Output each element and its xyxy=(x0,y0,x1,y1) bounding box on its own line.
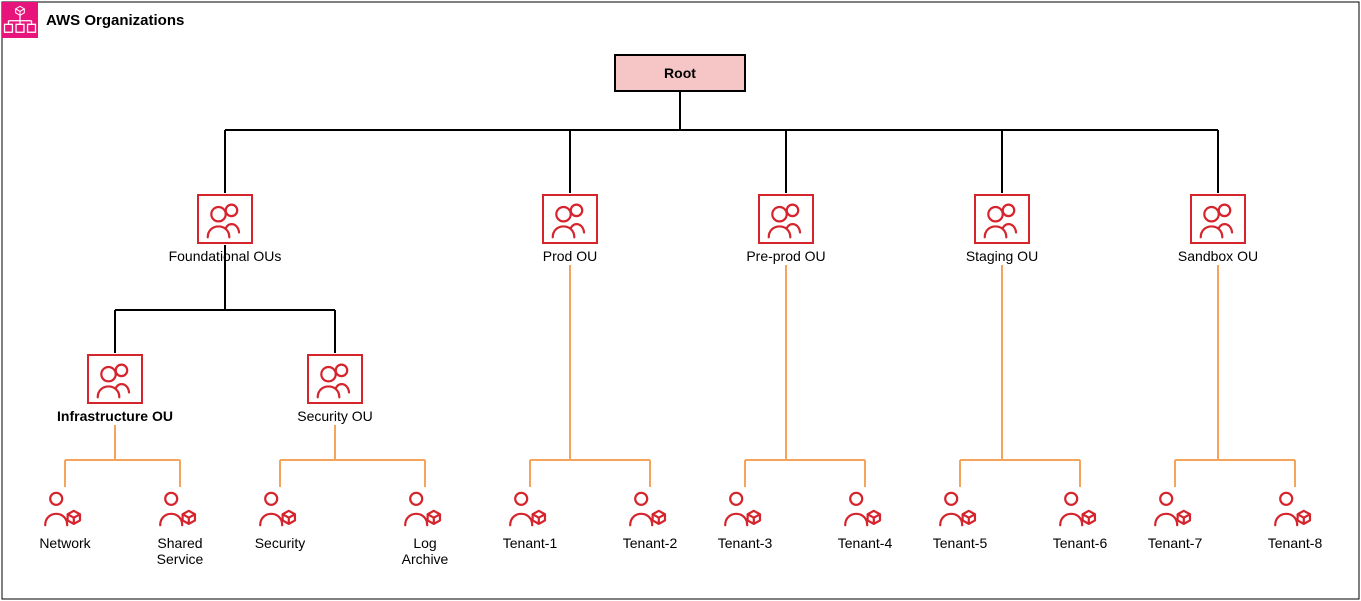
page-title: AWS Organizations xyxy=(46,12,184,29)
account-tenant2-label: Tenant-2 xyxy=(623,535,678,551)
ou-foundational xyxy=(196,193,254,245)
account-logarchive xyxy=(400,487,450,533)
account-network-label: Network xyxy=(39,535,91,551)
ou-infra xyxy=(86,353,144,405)
account-tenant1 xyxy=(505,487,555,533)
ou-preprod xyxy=(757,193,815,245)
account-tenant6-label: Tenant-6 xyxy=(1053,535,1108,551)
ou-sandbox xyxy=(1189,193,1247,245)
root-label: Root xyxy=(664,65,696,81)
ou-staging-label: Staging OU xyxy=(966,248,1038,264)
ou-staging xyxy=(973,193,1031,245)
account-tenant3 xyxy=(720,487,770,533)
account-tenant5 xyxy=(935,487,985,533)
ou-sandbox-label: Sandbox OU xyxy=(1178,248,1258,264)
account-tenant5-label: Tenant-5 xyxy=(933,535,988,551)
account-tenant7 xyxy=(1150,487,1200,533)
ou-security-label: Security OU xyxy=(297,408,372,424)
account-sec xyxy=(255,487,305,533)
account-tenant8 xyxy=(1270,487,1320,533)
account-shared-label: SharedService xyxy=(157,535,204,567)
ou-preprod-label: Pre-prod OU xyxy=(746,248,825,264)
account-tenant8-label: Tenant-8 xyxy=(1268,535,1323,551)
account-shared xyxy=(155,487,205,533)
ou-prod xyxy=(541,193,599,245)
account-tenant6 xyxy=(1055,487,1105,533)
account-sec-label: Security xyxy=(255,535,306,551)
account-tenant7-label: Tenant-7 xyxy=(1148,535,1203,551)
ou-foundational-label: Foundational OUs xyxy=(169,248,282,264)
account-tenant4 xyxy=(840,487,890,533)
account-tenant4-label: Tenant-4 xyxy=(838,535,893,551)
account-tenant1-label: Tenant-1 xyxy=(503,535,558,551)
ou-security xyxy=(306,353,364,405)
account-tenant3-label: Tenant-3 xyxy=(718,535,773,551)
ou-prod-label: Prod OU xyxy=(543,248,597,264)
account-network xyxy=(40,487,90,533)
account-tenant2 xyxy=(625,487,675,533)
ou-infra-label: Infrastructure OU xyxy=(57,408,173,424)
